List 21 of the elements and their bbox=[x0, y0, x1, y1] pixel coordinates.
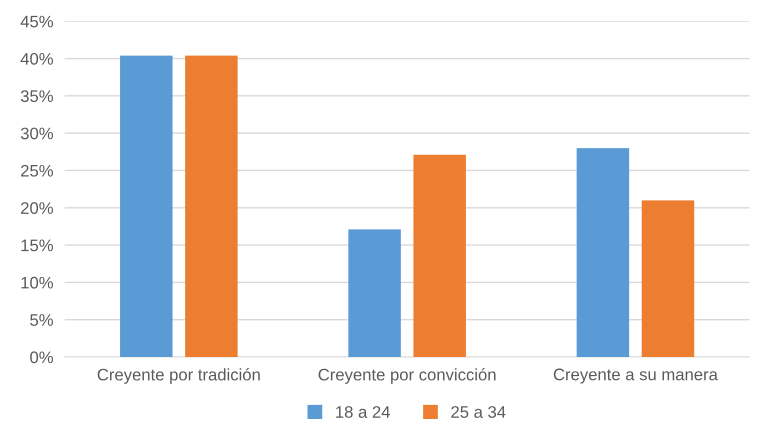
y-tick-label: 15% bbox=[21, 240, 53, 252]
x-tick-label: Creyente por convicción bbox=[318, 368, 496, 384]
y-tick-label: 0% bbox=[30, 351, 53, 364]
y-tick-label: 5% bbox=[30, 314, 53, 326]
y-tick-label: 30% bbox=[20, 128, 53, 140]
x-tick-label: Creyente por tradición bbox=[98, 368, 260, 384]
legend-label: 18 a 24 bbox=[336, 406, 390, 418]
y-tick-label: 10% bbox=[21, 276, 53, 289]
bar bbox=[185, 56, 238, 357]
bar bbox=[576, 148, 630, 357]
bar bbox=[642, 200, 694, 357]
y-tick-label: 20% bbox=[21, 202, 53, 214]
y-tick-label: 25% bbox=[21, 164, 53, 177]
y-tick-label: 45% bbox=[20, 16, 53, 28]
y-tick-label: 35% bbox=[20, 90, 53, 102]
y-tick-label: 40% bbox=[20, 52, 53, 65]
x-tick-label: Creyente a su manera bbox=[554, 368, 718, 384]
legend-label: 25 a 34 bbox=[451, 406, 506, 418]
bar bbox=[348, 229, 401, 357]
bar bbox=[120, 56, 173, 357]
bar bbox=[413, 154, 466, 357]
